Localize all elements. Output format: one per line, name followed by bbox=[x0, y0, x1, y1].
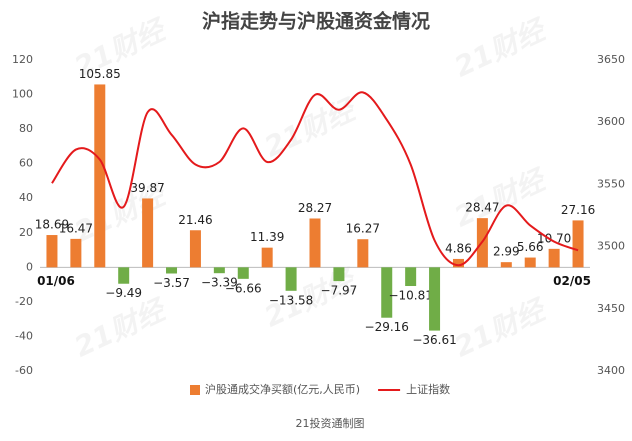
bar bbox=[405, 267, 417, 287]
bar bbox=[548, 248, 560, 268]
y-tick-label: 80 bbox=[19, 122, 33, 135]
bar bbox=[452, 258, 464, 268]
data-label: 4.86 bbox=[445, 241, 472, 255]
chart-title: 沪指走势与沪股通资金情况 bbox=[202, 10, 430, 33]
data-label: −3.57 bbox=[153, 276, 190, 290]
y2-tick-label: 3650 bbox=[597, 53, 625, 66]
y-tick-label: 40 bbox=[19, 191, 33, 204]
x-tick-label: 02/05 bbox=[553, 274, 591, 288]
y2-tick-label: 3600 bbox=[597, 115, 625, 128]
legend-label: 沪股通成交净买额(亿元,人民币) bbox=[205, 382, 360, 396]
data-label: 39.87 bbox=[130, 181, 164, 195]
bar bbox=[500, 262, 512, 268]
bar bbox=[213, 267, 225, 274]
bar bbox=[429, 267, 441, 331]
bar bbox=[118, 267, 130, 284]
bar bbox=[572, 220, 584, 268]
y2-tick-label: 3550 bbox=[597, 177, 625, 190]
bar bbox=[524, 257, 536, 268]
watermark: 21财经 bbox=[449, 292, 553, 364]
bar bbox=[166, 267, 178, 274]
legend-label: 上证指数 bbox=[406, 382, 450, 396]
data-label: 16.27 bbox=[346, 222, 380, 236]
y-tick-label: 0 bbox=[26, 260, 33, 273]
bar bbox=[333, 267, 345, 282]
x-tick-label: 01/06 bbox=[37, 274, 75, 288]
legend-swatch bbox=[190, 385, 200, 395]
bar bbox=[94, 84, 106, 268]
bar bbox=[381, 267, 393, 318]
y-tick-label: 60 bbox=[19, 157, 33, 170]
watermark: 21财经 bbox=[449, 12, 553, 84]
data-label: 28.47 bbox=[465, 201, 499, 215]
y-tick-label: 120 bbox=[12, 53, 33, 66]
data-label: 105.85 bbox=[79, 67, 121, 81]
y-tick-label: -20 bbox=[15, 295, 33, 308]
y2-tick-label: 3450 bbox=[597, 302, 625, 315]
data-label: 11.39 bbox=[250, 230, 284, 244]
y-tick-label: 20 bbox=[19, 226, 33, 239]
line bbox=[51, 91, 579, 267]
bar bbox=[142, 198, 154, 268]
bar bbox=[237, 267, 249, 279]
data-label: −29.16 bbox=[365, 320, 409, 334]
data-label: 10.70 bbox=[537, 231, 571, 245]
data-label: −7.97 bbox=[321, 284, 358, 298]
bar bbox=[261, 247, 273, 268]
bar bbox=[309, 218, 321, 268]
data-label: 5.66 bbox=[517, 240, 544, 254]
bar bbox=[189, 230, 201, 268]
data-label: −10.81 bbox=[388, 289, 432, 303]
data-label: −13.58 bbox=[269, 293, 313, 307]
data-label: −9.49 bbox=[105, 286, 142, 300]
data-label: 16.47 bbox=[59, 221, 93, 235]
y-tick-label: -60 bbox=[15, 364, 33, 377]
y-tick-label: -40 bbox=[15, 329, 33, 342]
footer: 21投资通制图 bbox=[296, 416, 365, 430]
data-label: −36.61 bbox=[412, 333, 456, 347]
watermark: 21财经 bbox=[69, 292, 173, 364]
bar bbox=[285, 267, 297, 291]
bar bbox=[46, 235, 58, 268]
y-tick-label: 100 bbox=[12, 88, 33, 101]
data-label: 21.46 bbox=[178, 213, 212, 227]
watermark: 21财经 bbox=[449, 162, 553, 234]
data-label: 2.99 bbox=[493, 245, 520, 259]
data-label: 28.27 bbox=[298, 201, 332, 215]
data-label: −3.39 bbox=[201, 276, 238, 290]
bar bbox=[357, 239, 369, 268]
data-label: −6.66 bbox=[225, 281, 262, 295]
data-label: 27.16 bbox=[561, 203, 595, 217]
y2-tick-label: 3400 bbox=[597, 364, 625, 377]
data-label: 18.69 bbox=[35, 218, 69, 232]
y2-tick-label: 3500 bbox=[597, 240, 625, 253]
bar bbox=[70, 238, 82, 268]
